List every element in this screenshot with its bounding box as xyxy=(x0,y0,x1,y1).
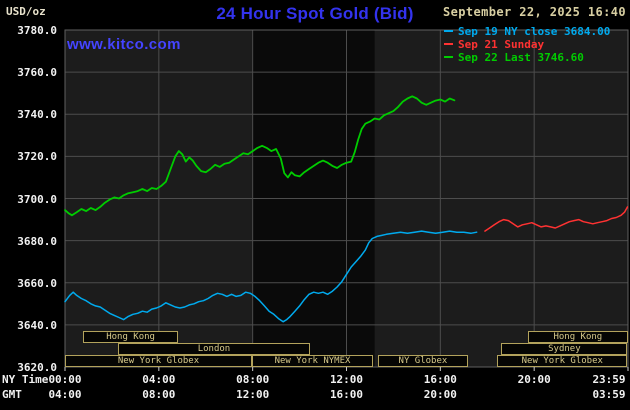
legend-item-sep19: Sep 19 NY close 3684.00 xyxy=(444,25,610,38)
x-axis-label: 16:00 xyxy=(329,388,364,401)
legend-dash-icon xyxy=(444,42,453,45)
x-axis-row-label-gmt: GMT xyxy=(2,388,22,401)
x-axis-label: 20:00 xyxy=(517,373,551,386)
y-axis-label: 3780.0 xyxy=(17,24,57,37)
y-axis-label: 3720.0 xyxy=(17,150,57,164)
page-title: 24 Hour Spot Gold (Bid) xyxy=(216,4,414,23)
x-axis-label: 12:00 xyxy=(329,373,364,386)
x-axis-label: 00:00 xyxy=(48,373,82,386)
y-axis-label: 3680.0 xyxy=(17,234,57,248)
chart-legend: Sep 19 NY close 3684.00 Sep 21 Sunday Sep … xyxy=(444,25,610,64)
unit-label: USD/oz xyxy=(6,5,46,18)
x-axis-label: 20:00 xyxy=(423,388,457,401)
legend-label: Sep 21 Sunday xyxy=(458,38,545,51)
series-line-sep19 xyxy=(64,230,478,323)
session-box-new-york-globex: New York Globex xyxy=(497,355,628,367)
y-axis-label: 3620.0 xyxy=(17,361,57,374)
y-axis-label: 3660.0 xyxy=(17,276,57,290)
x-axis-label: 16:00 xyxy=(423,373,457,386)
session-box-new-york-nymex: New York NYMEX xyxy=(252,355,373,367)
legend-dash-icon xyxy=(444,55,453,58)
series-line-sep21 xyxy=(484,206,629,232)
x-axis-label: 04:00 xyxy=(48,388,82,401)
legend-item-sep21: Sep 21 Sunday xyxy=(444,38,610,51)
x-axis-row-label-ny-time: NY Time xyxy=(2,373,49,386)
legend-dash-icon xyxy=(444,29,453,32)
chart-timestamp: September 22, 2025 16:40 xyxy=(443,5,626,19)
session-box-london: London xyxy=(118,343,310,355)
kitco-watermark: www.kitco.com xyxy=(67,36,181,53)
y-axis-label: 3700.0 xyxy=(17,192,57,206)
x-axis-label: 23:59 xyxy=(592,373,626,386)
legend-label: Sep 19 NY close 3684.00 xyxy=(458,25,611,38)
y-axis-label: 3640.0 xyxy=(17,318,57,332)
x-axis-label: 04:00 xyxy=(142,373,176,386)
x-axis-label: 08:00 xyxy=(142,388,176,401)
session-box-hong-kong: Hong Kong xyxy=(528,331,628,343)
y-axis-label: 3740.0 xyxy=(17,108,57,122)
series-line-sep22 xyxy=(64,95,456,217)
legend-label: Sep 22 Last 3746.60 xyxy=(458,51,584,64)
session-box-sydney: Sydney xyxy=(501,343,628,355)
session-box-ny-globex: NY Globex xyxy=(377,355,468,367)
x-axis-label: 08:00 xyxy=(236,373,270,386)
y-axis-label: 3760.0 xyxy=(17,66,57,80)
session-box-new-york-globex: New York Globex xyxy=(65,355,252,367)
x-axis-label: 12:00 xyxy=(236,388,270,401)
x-axis-ny-time: 00:00 04:00 08:00 12:00 16:00 20:00 23:59 xyxy=(0,373,630,386)
x-axis-gmt: 04:00 08:00 12:00 16:00 20:00 03:59 xyxy=(0,388,630,401)
x-axis-label: 03:59 xyxy=(592,388,626,401)
legend-item-sep22: Sep 22 Last 3746.60 xyxy=(444,51,610,64)
session-box-hong-kong: Hong Kong xyxy=(83,331,179,343)
